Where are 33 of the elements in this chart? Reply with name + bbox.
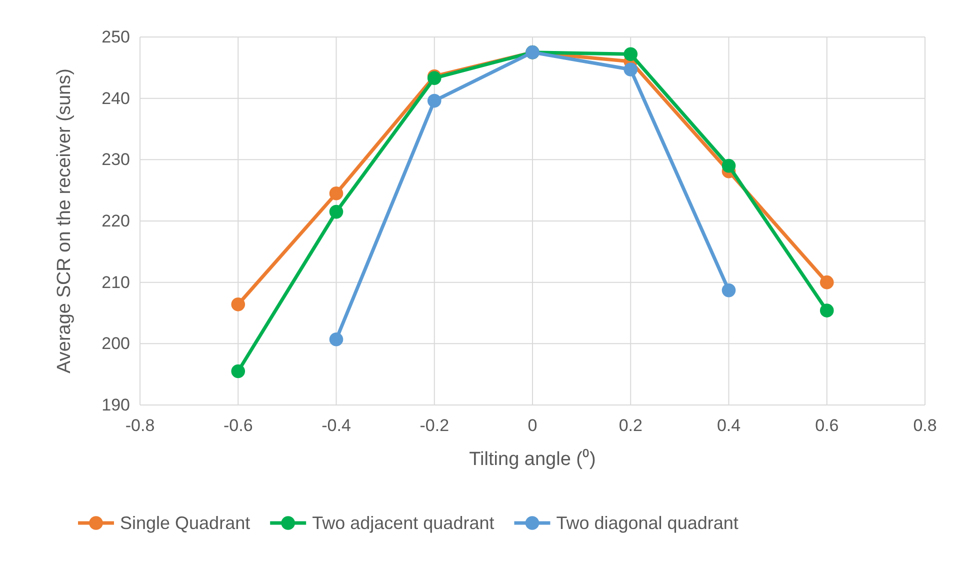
point [722, 158, 736, 173]
y-tick-label: 220 [102, 211, 130, 230]
x-tick-label: 0.6 [815, 416, 839, 436]
y-tick-label: 240 [102, 88, 130, 108]
x-tick-label: 0 [528, 416, 538, 436]
y-axis-title: Average SCR on the receiver (suns) [54, 68, 75, 374]
point [427, 94, 442, 108]
x-tick-label: 0.2 [618, 416, 642, 436]
point [820, 304, 834, 318]
y-tick-label: 200 [102, 334, 130, 354]
x-tick-label: -0.8 [125, 416, 155, 436]
point [820, 275, 834, 290]
x-tick-label: 0.8 [913, 416, 937, 436]
y-tick-label: 210 [102, 272, 130, 292]
point [329, 204, 344, 219]
legend-label: Single Quadrant [120, 513, 250, 533]
x-axis-title: Tilting angle (⁰) [469, 448, 596, 470]
point [624, 62, 638, 76]
legend-label: Two adjacent quadrant [312, 513, 494, 533]
point [624, 47, 638, 62]
legend-label: Two diagonal quadrant [556, 513, 738, 533]
point [329, 332, 344, 346]
point [722, 283, 736, 298]
point [231, 364, 246, 378]
y-tick-label: 190 [102, 395, 130, 414]
y-tick-label: 250 [102, 27, 130, 46]
x-tick-label: -0.6 [223, 416, 253, 436]
point [329, 186, 344, 200]
point [231, 298, 246, 312]
x-tick-label: -0.4 [322, 416, 351, 436]
x-tick-label: 0.4 [716, 416, 741, 436]
x-tick-label: -0.2 [420, 416, 450, 436]
y-tick-label: 230 [102, 150, 130, 170]
